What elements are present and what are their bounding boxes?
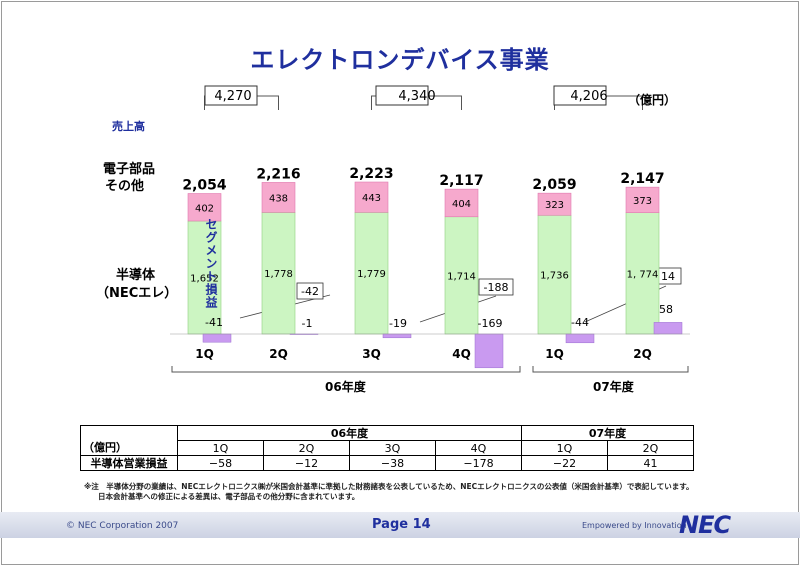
table-year-07: 07年度: [521, 425, 694, 441]
table-year-06: 06年度: [177, 425, 522, 441]
semi-label-line1: 半導体: [116, 267, 156, 283]
total-label: 2,216: [256, 166, 300, 182]
other-value-label: 402: [195, 203, 214, 214]
bar-segment: [474, 333, 504, 369]
bar-other: [625, 186, 660, 213]
nec-logo: NEC: [679, 511, 731, 539]
bar-segment: [382, 333, 412, 339]
segment-value-label: -44: [571, 316, 589, 329]
bar-other: [187, 193, 222, 222]
bar-segment: [653, 322, 683, 335]
half-total-label: 4,270: [214, 89, 251, 104]
category-label: 2Q: [633, 347, 652, 361]
segment-half-box: [478, 278, 514, 296]
sales-label: 売上高: [112, 119, 145, 133]
table-quarter: 1Q: [177, 440, 264, 456]
segment-half-label: -42: [301, 285, 319, 298]
table-quarter: 2Q: [607, 440, 694, 456]
total-label: 2,117: [439, 173, 483, 189]
half-total-label: 4,340: [398, 89, 435, 104]
semi-value-label: 1,736: [540, 271, 569, 282]
segment-value-label: -19: [389, 317, 407, 330]
footnote: ※注 半導体分野の業績は、NECエレクトロニクス㈱が米国会計基準に準拠した財務諸…: [84, 482, 693, 502]
table-cell: −178: [435, 455, 522, 471]
segment-value-label: 58: [659, 303, 673, 316]
total-label: 2,223: [349, 166, 393, 182]
category-label: 1Q: [545, 347, 564, 361]
unit-label: （億円）: [628, 92, 676, 107]
other-value-label: 443: [362, 193, 381, 204]
other-value-label: 323: [545, 200, 564, 211]
semi-value-label: 1,652: [190, 274, 219, 285]
bar-segment: [565, 333, 595, 344]
total-label: 2,054: [182, 178, 227, 194]
bar-labels: 1,652 402 2,054 1Q -41 1,778 438 2,216 2Q -1 1,779…: [182, 89, 675, 361]
table-unit: （億円）: [80, 440, 178, 456]
fy07-label: 07年度: [593, 379, 635, 394]
copyright: © NEC Corporation 2007: [66, 521, 179, 531]
segment-half-label: 14: [661, 270, 675, 283]
category-label: 3Q: [362, 347, 381, 361]
table-quarter: 2Q: [263, 440, 350, 456]
other-label-line1: 電子部品: [103, 161, 155, 177]
table-quarter: 3Q: [349, 440, 436, 456]
half-total-box: [204, 85, 258, 106]
other-value-label: 404: [452, 199, 471, 210]
segment-half-box: [296, 282, 324, 300]
segment-value-label: -169: [478, 317, 503, 330]
semi-value-label: 1, 774: [627, 269, 659, 280]
bar-semiconductor: [625, 212, 660, 335]
semi-value-label: 1,714: [447, 271, 476, 282]
semi-label-line2: （NECエレ）: [96, 285, 177, 301]
table-cell: −58: [177, 455, 264, 471]
bar-other: [354, 181, 389, 213]
table-cell: −38: [349, 455, 436, 471]
category-label: 1Q: [195, 347, 214, 361]
table-corner: [80, 425, 178, 441]
bar-semiconductor: [354, 212, 389, 335]
table-cell: −22: [521, 455, 608, 471]
bar-segment: [202, 333, 232, 343]
other-value-label: 373: [633, 196, 652, 207]
category-label: 2Q: [269, 347, 288, 361]
slide-title: エレクトロンデバイス事業: [250, 46, 550, 74]
page-number: Page 14: [372, 517, 431, 532]
other-value-label: 438: [269, 193, 288, 204]
semi-value-label: 1,778: [264, 269, 293, 280]
fy06-brace: [171, 366, 521, 373]
bar-other: [261, 182, 296, 213]
footnote-line1: ※注 半導体分野の業績は、NECエレクトロニクス㈱が米国会計基準に準拠した財務諸…: [84, 482, 694, 491]
tagline: Empowered by Innovation: [582, 521, 687, 530]
semi-value-label: 1,779: [357, 269, 386, 280]
total-label: 2,147: [620, 171, 664, 187]
segment-value-label: -41: [205, 316, 223, 329]
footnote-line2: 日本会計基準への修正による差異は、電子部品その他分野に含まれています。: [98, 492, 360, 501]
half-total-label: 4,206: [570, 89, 607, 104]
bar-semiconductor: [187, 220, 222, 335]
fy06-label: 06年度: [325, 379, 367, 394]
half-total-box: [553, 85, 607, 106]
half-year-brackets: [204, 85, 682, 323]
category-label: 4Q: [452, 347, 471, 361]
footer-band: [0, 512, 800, 538]
segment-value-label: -1: [302, 317, 313, 330]
table-quarter: 1Q: [521, 440, 608, 456]
total-label: 2,059: [532, 177, 576, 193]
table-quarter: 4Q: [435, 440, 522, 456]
table-row-label: 半導体営業損益: [80, 455, 178, 471]
fy07-brace: [532, 366, 689, 373]
table-cell: −12: [263, 455, 350, 471]
segment-half-label: -188: [484, 281, 509, 294]
semi-operating-table: 06年度 07年度 （億円） 1Q 2Q 3Q 4Q 1Q 2Q 半導体営業損益…: [80, 425, 694, 471]
bar-semiconductor: [537, 214, 572, 335]
bar-other: [537, 192, 572, 216]
stacked-bar-chart: 1,652 402 2,054 1Q -41 1,778 438 2,216 2Q -1 1,779…: [96, 85, 690, 394]
table-cell: 41: [607, 455, 694, 471]
other-label-line2: その他: [105, 178, 144, 194]
half-total-box: [375, 85, 429, 106]
bars: [187, 181, 683, 369]
bar-other: [444, 188, 479, 218]
segment-label: セグメント損益: [204, 218, 218, 309]
